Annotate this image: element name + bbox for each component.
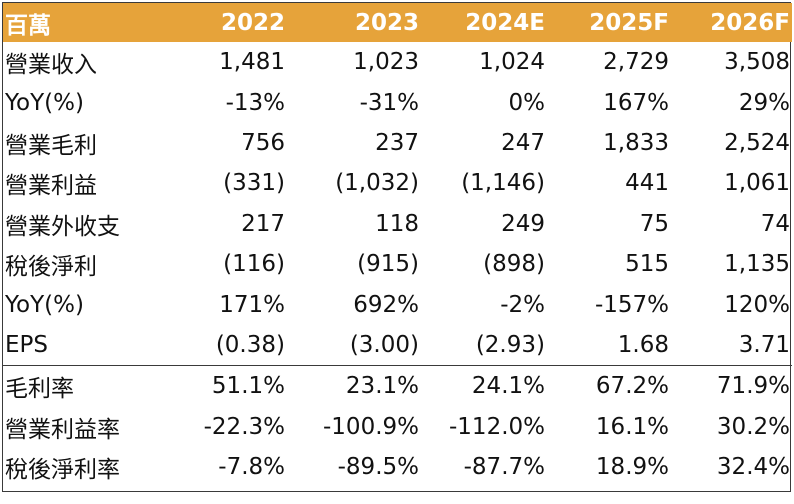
- table-cell: 3.71: [738, 331, 790, 358]
- table-cell: (2.93): [475, 331, 545, 358]
- table-cell: 1,135: [724, 251, 790, 278]
- table-row: YoY(%) 171% 692% -2% -157% 120%: [3, 284, 792, 324]
- table-cell: 247: [501, 129, 545, 156]
- table-cell: 692%: [353, 291, 419, 318]
- table-cell: 1,023: [353, 49, 419, 76]
- table-row: YoY(%) -13% -31% 0% 167% 29%: [3, 82, 792, 122]
- table-cell: 18.9%: [595, 454, 669, 481]
- table-cell: 237: [375, 129, 419, 156]
- table-cell: 1.68: [617, 331, 669, 358]
- year-header: 2025F: [547, 3, 671, 42]
- table-cell: 67.2%: [547, 365, 671, 407]
- table-cell: 0%: [508, 89, 546, 116]
- table-cell: (1,146): [461, 170, 545, 197]
- table-cell: 167%: [603, 89, 669, 116]
- table-cell: 2,729: [603, 49, 669, 76]
- table-cell: (0.38): [215, 331, 285, 358]
- table-cell: -112.0%: [449, 413, 545, 440]
- table-row: 營業利益 (331) (1,032) (1,146) 441 1,061: [3, 163, 792, 203]
- table-cell: 118: [375, 210, 419, 237]
- row-label: EPS: [5, 331, 49, 358]
- financial-forecast-table: 百萬 2022 2023 2024E 2025F 2026F 營業收入 1,48…: [3, 3, 792, 487]
- table-cell: 24.1%: [421, 365, 547, 407]
- row-label: YoY(%): [5, 291, 84, 318]
- table-cell: -22.3%: [203, 413, 285, 440]
- table-cell: 441: [625, 170, 669, 197]
- table-row: 毛利率 51.1% 23.1% 24.1% 67.2% 71.9%: [3, 365, 792, 407]
- row-label: 稅後淨利: [5, 254, 97, 281]
- table-cell: 1,833: [603, 129, 669, 156]
- table-row: 營業外收支 217 118 249 75 74: [3, 204, 792, 244]
- table-cell: (116): [223, 251, 285, 278]
- table-cell: 32.4%: [716, 454, 790, 481]
- row-label: YoY(%): [5, 89, 84, 116]
- table-cell: (898): [483, 251, 545, 278]
- row-label: 營業利益率: [5, 416, 120, 443]
- table-cell: -13%: [225, 89, 285, 116]
- row-label: 營業利益: [5, 173, 97, 200]
- unit-header: 百萬: [3, 3, 134, 42]
- table-header-row: 百萬 2022 2023 2024E 2025F 2026F: [3, 3, 792, 42]
- table-cell: -157%: [594, 291, 669, 318]
- table-cell: -2%: [500, 291, 545, 318]
- year-header: 2026F: [671, 3, 792, 42]
- row-label: 營業收入: [5, 52, 97, 79]
- table-cell: 2,524: [724, 129, 790, 156]
- table-row: EPS (0.38) (3.00) (2.93) 1.68 3.71: [3, 325, 792, 366]
- table-cell: 71.9%: [671, 365, 792, 407]
- table-cell: 23.1%: [287, 365, 421, 407]
- table-cell: 16.1%: [595, 413, 669, 440]
- table-cell: -89.5%: [337, 454, 419, 481]
- table-cell: 171%: [219, 291, 285, 318]
- table-cell: 515: [625, 251, 669, 278]
- table-cell: 51.1%: [134, 365, 287, 407]
- table-cell: 30.2%: [716, 413, 790, 440]
- table-cell: (3.00): [349, 331, 419, 358]
- table-cell: -100.9%: [323, 413, 419, 440]
- table-cell: -7.8%: [218, 454, 285, 481]
- row-label: 稅後淨利率: [5, 457, 120, 484]
- table-cell: 120%: [724, 291, 790, 318]
- table-cell: (1,032): [335, 170, 419, 197]
- table-row: 營業利益率 -22.3% -100.9% -112.0% 16.1% 30.2%: [3, 407, 792, 447]
- row-label: 毛利率: [3, 365, 134, 407]
- table-cell: (331): [223, 170, 285, 197]
- year-header: 2023: [287, 3, 421, 42]
- table-cell: 756: [241, 129, 285, 156]
- table-cell: -87.7%: [463, 454, 545, 481]
- table-cell: 249: [501, 210, 545, 237]
- year-header: 2022: [134, 3, 287, 42]
- table-cell: 1,481: [219, 49, 285, 76]
- row-label: 營業毛利: [5, 132, 97, 159]
- table-cell: 75: [639, 210, 669, 237]
- table-row: 營業收入 1,481 1,023 1,024 2,729 3,508: [3, 42, 792, 82]
- table-cell: 74: [760, 210, 790, 237]
- financial-table-container: 百萬 2022 2023 2024E 2025F 2026F 營業收入 1,48…: [2, 2, 792, 492]
- row-label: 營業外收支: [5, 213, 120, 240]
- table-cell: -31%: [359, 89, 419, 116]
- table-cell: (915): [357, 251, 419, 278]
- table-cell: 1,061: [724, 170, 790, 197]
- table-cell: 29%: [738, 89, 790, 116]
- table-cell: 217: [241, 210, 285, 237]
- table-row: 稅後淨利率 -7.8% -89.5% -87.7% 18.9% 32.4%: [3, 447, 792, 487]
- year-header: 2024E: [421, 3, 547, 42]
- table-row: 營業毛利 756 237 247 1,833 2,524: [3, 123, 792, 163]
- table-row: 稅後淨利 (116) (915) (898) 515 1,135: [3, 244, 792, 284]
- table-cell: 3,508: [724, 49, 790, 76]
- table-cell: 1,024: [479, 49, 545, 76]
